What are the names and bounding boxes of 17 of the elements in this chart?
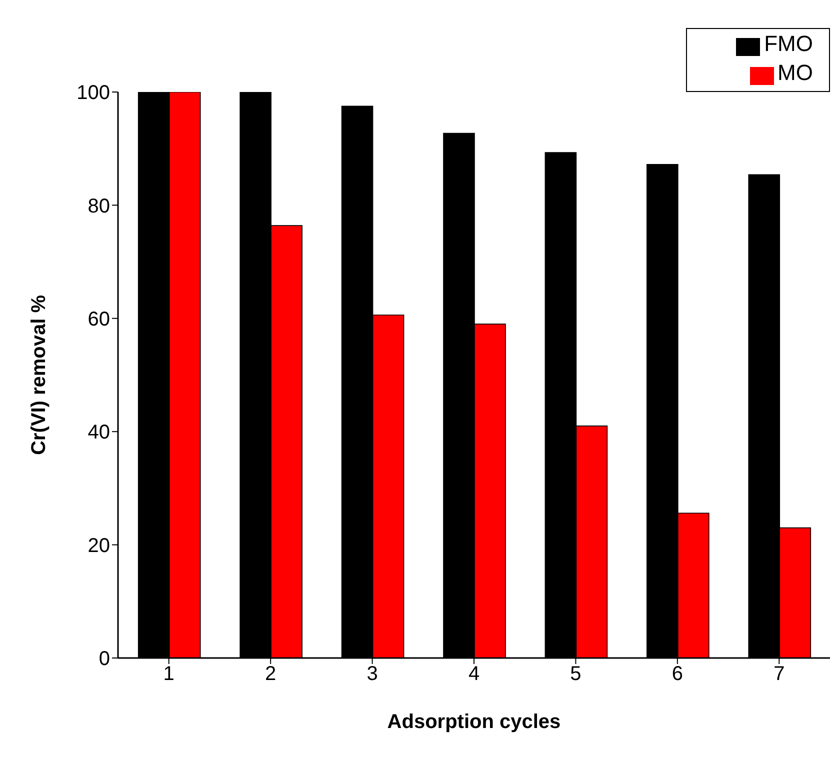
x-tick-label: 2 xyxy=(265,663,276,686)
x-tick-label: 1 xyxy=(163,663,174,686)
x-tick-label: 6 xyxy=(672,663,683,686)
y-tick-label: 0 xyxy=(98,648,110,670)
y-axis-title: Cr(VI) removal % xyxy=(28,294,50,456)
x-tick-label: 3 xyxy=(366,663,378,686)
y-tick-label: 40 xyxy=(88,422,110,444)
x-axis-title: Adsorption cycles xyxy=(387,711,561,733)
y-tick-label: 100 xyxy=(76,82,110,104)
legend-label: MO xyxy=(778,60,813,85)
y-tick-label: 60 xyxy=(88,308,110,330)
y-tick-label: 20 xyxy=(88,534,110,557)
x-tick-label: 7 xyxy=(774,663,785,686)
legend-label: FMO xyxy=(764,31,813,56)
x-tick-label: 4 xyxy=(468,663,480,686)
y-tick-label: 80 xyxy=(88,195,110,218)
x-tick-label: 5 xyxy=(570,663,582,686)
